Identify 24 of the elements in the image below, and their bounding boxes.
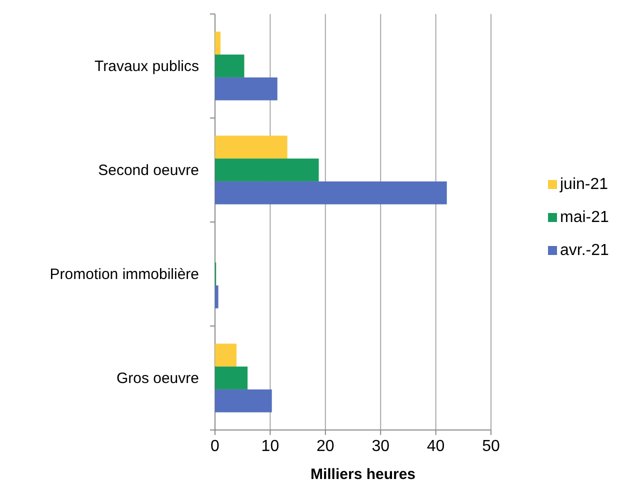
y-tick-label: Second oeuvre bbox=[98, 162, 199, 179]
x-tick-label: 30 bbox=[372, 438, 390, 455]
x-tick-label: 10 bbox=[261, 438, 280, 455]
bar bbox=[215, 344, 237, 367]
y-tick-label: Promotion immobilière bbox=[50, 266, 199, 283]
legend-label: avr.-21 bbox=[560, 242, 610, 259]
x-tick-label: 20 bbox=[316, 438, 334, 455]
x-tick-label: 50 bbox=[482, 438, 500, 455]
bar bbox=[215, 285, 218, 308]
bar bbox=[215, 136, 288, 159]
x-tick-label: 40 bbox=[426, 438, 445, 455]
bar bbox=[215, 54, 244, 78]
y-tick-label: Gros oeuvre bbox=[116, 370, 199, 387]
legend-label: juin-21 bbox=[559, 176, 608, 193]
bar bbox=[215, 158, 319, 182]
x-tick-label: 0 bbox=[210, 438, 220, 455]
legend-label: mai-21 bbox=[560, 209, 610, 226]
y-tick-label: Travaux publics bbox=[94, 58, 199, 75]
bar bbox=[215, 77, 278, 100]
bar bbox=[215, 181, 447, 204]
bar bbox=[215, 366, 248, 390]
bar bbox=[215, 389, 272, 412]
x-axis-title: Milliers heures bbox=[310, 466, 416, 483]
bar bbox=[215, 32, 221, 55]
